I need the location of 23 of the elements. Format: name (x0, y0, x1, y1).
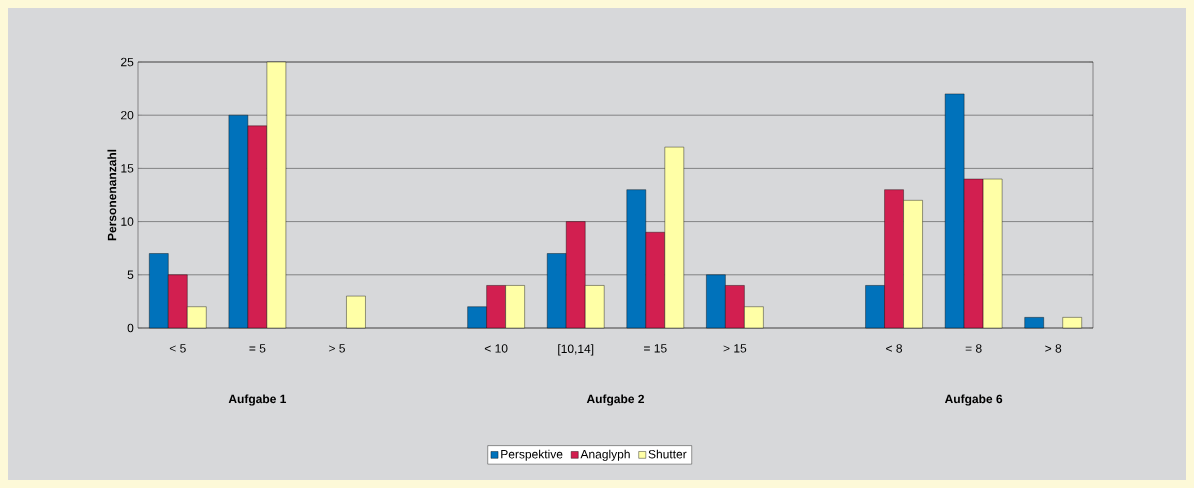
legend-label: Shutter (648, 449, 687, 459)
x-tick-label: > 8 (1045, 344, 1062, 353)
x-tick-label: > 5 (329, 344, 345, 353)
y-tick-label: 0 (127, 323, 134, 333)
x-tick-label: > 15 (723, 344, 747, 353)
y-tick-label: 5 (127, 270, 134, 279)
text: Aufgabe 6 (944, 394, 1003, 406)
x-tick-label: = 8 (965, 344, 982, 353)
x-tick-label: = 5 (249, 344, 266, 353)
x-tick-label: < 5 (169, 344, 186, 353)
legend-label: Anaglyph (580, 449, 630, 461)
x-tick-label: [10,14] (558, 344, 594, 356)
y-tick-label: 25 (121, 57, 134, 67)
y-tick-label: 20 (121, 110, 134, 120)
x-tick-label: < 10 (484, 344, 508, 353)
x-tick-label: = 15 (644, 344, 667, 353)
y-tick-label: 15 (121, 164, 134, 173)
y-axis-title: Personenanzahl (107, 149, 117, 241)
y-tick-label: 10 (121, 217, 134, 226)
text: Aufgabe 2 (586, 394, 645, 406)
text: Aufgabe 1 (228, 394, 287, 406)
x-tick-label: < 8 (886, 344, 903, 353)
legend-label: Perspektive (501, 449, 563, 461)
